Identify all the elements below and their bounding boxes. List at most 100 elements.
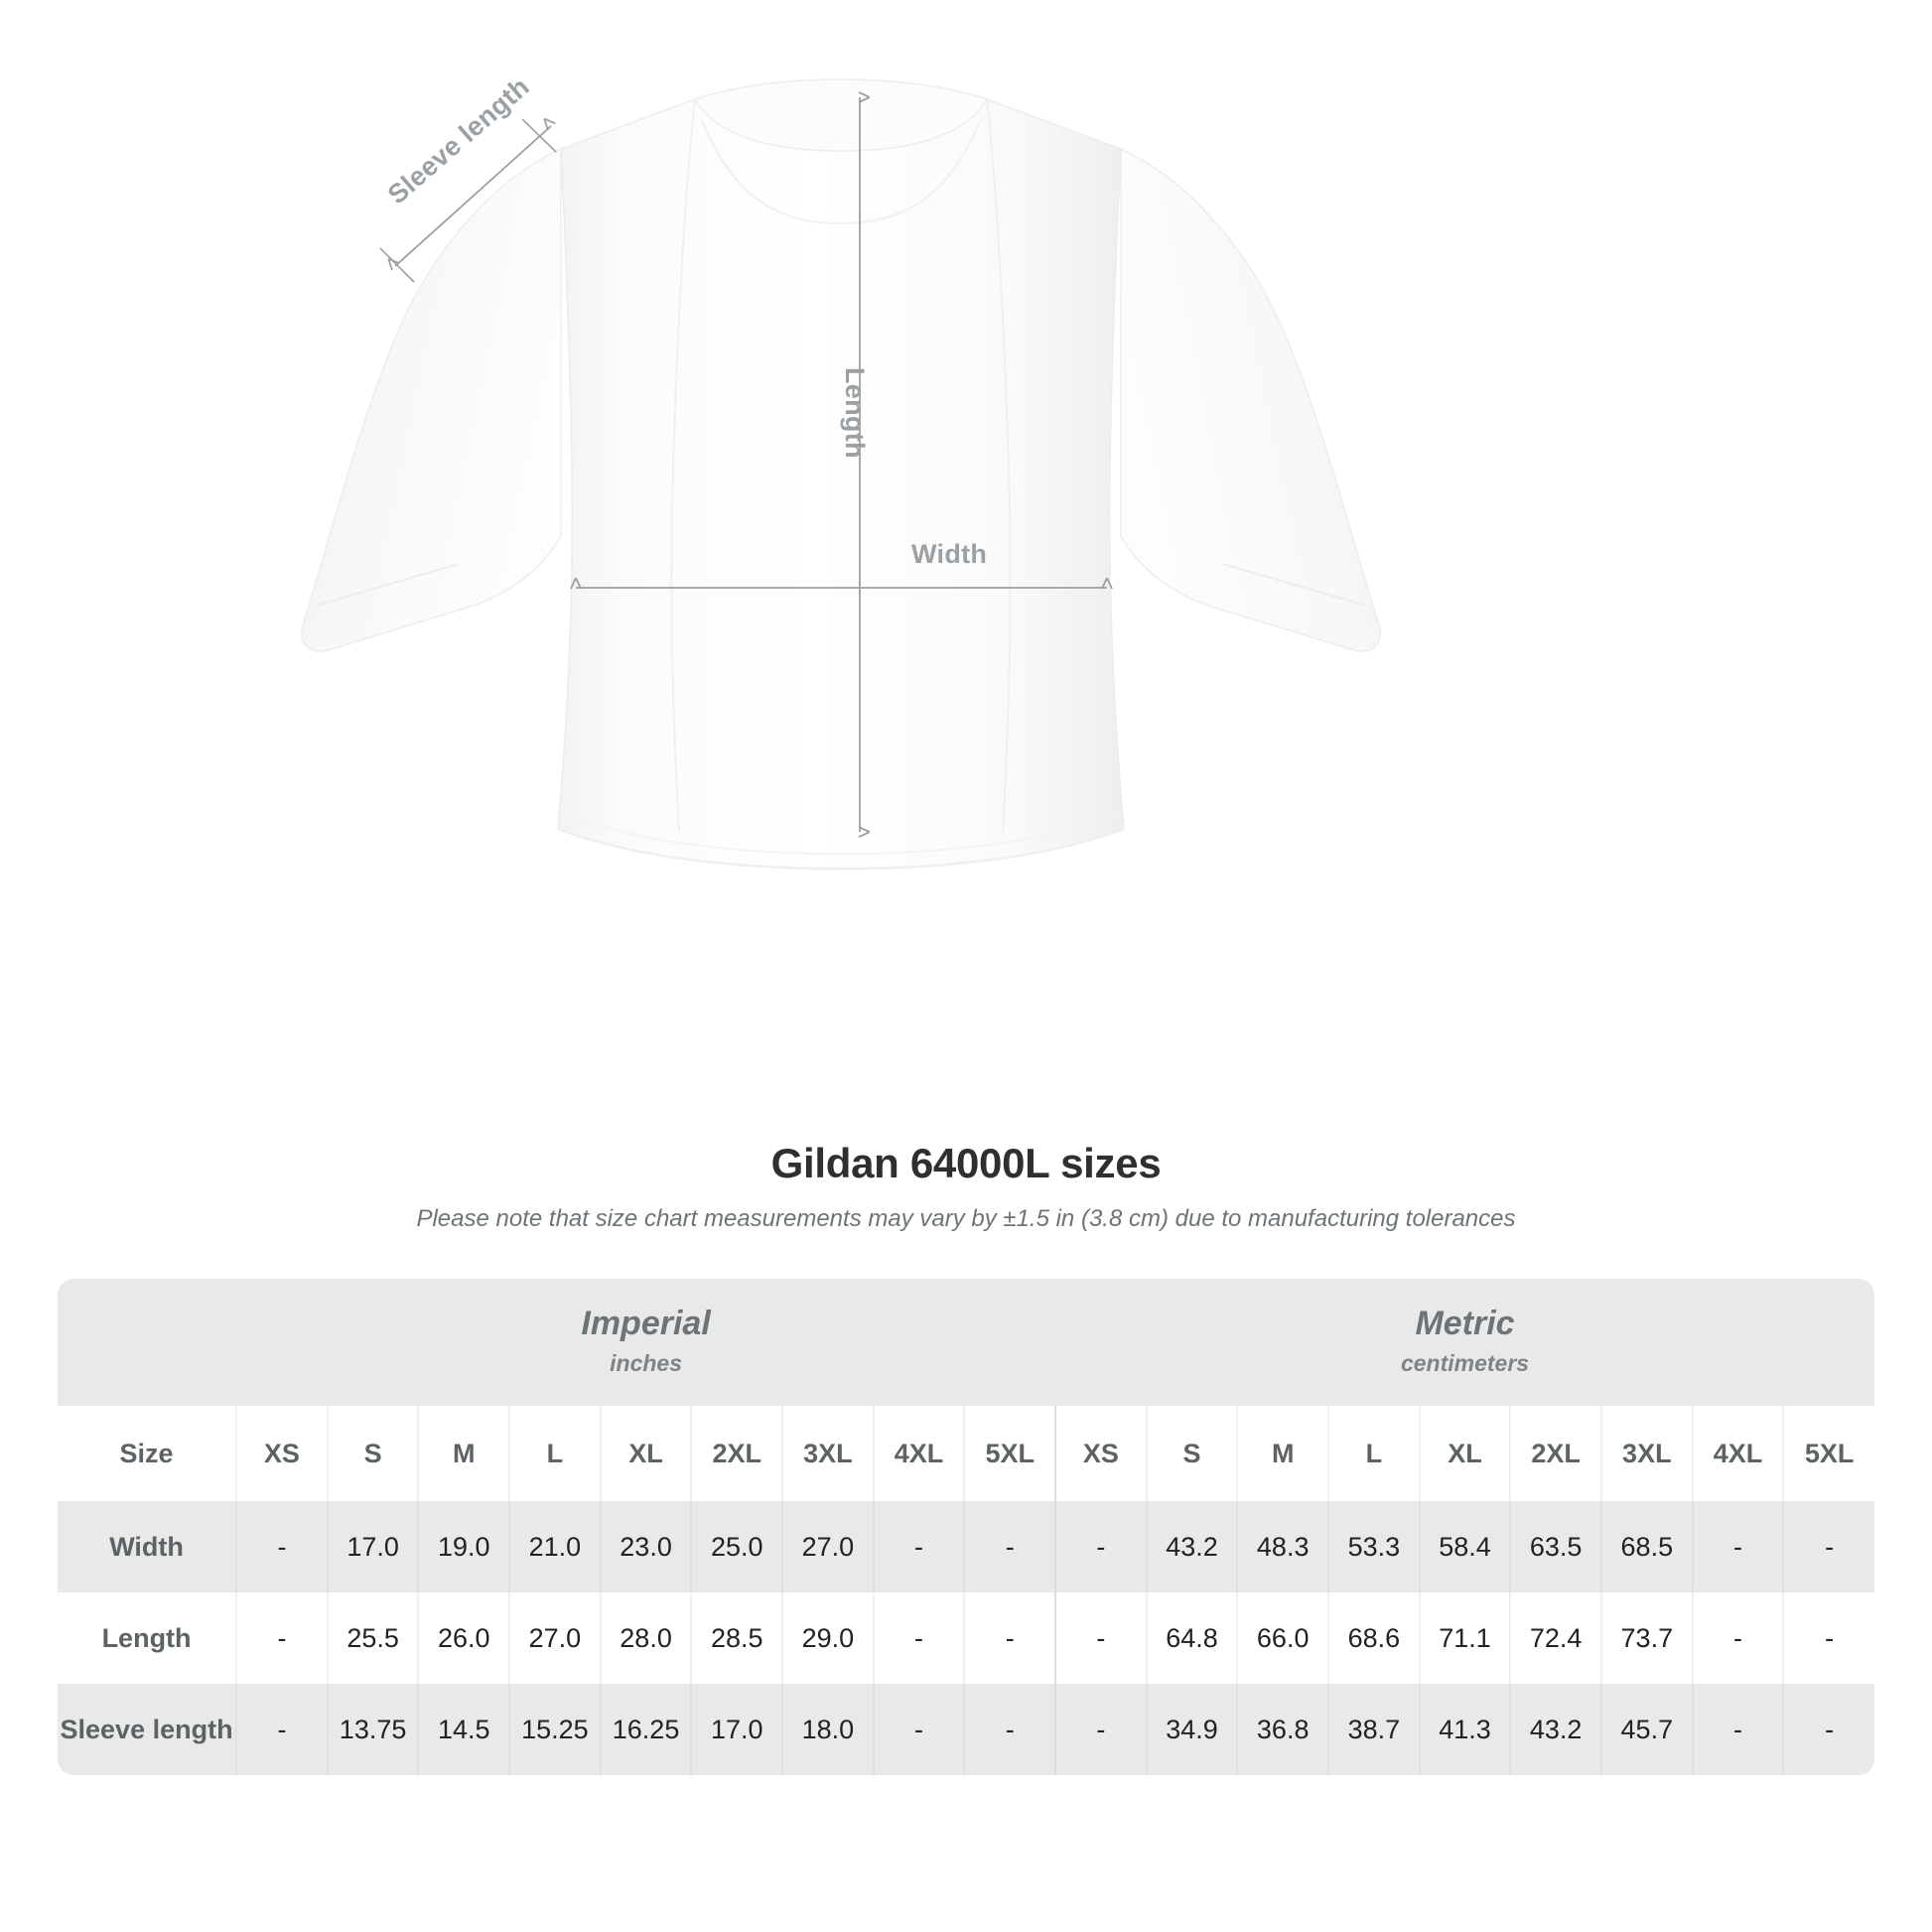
cell-width-metric-3xl: 68.5 [1599, 1501, 1693, 1592]
table-row: Length -25.5 26.0 27.0 28.0 28.5 29.0- - -64.8 66… [58, 1592, 1874, 1684]
size-header-metric-m: M [1236, 1406, 1329, 1501]
left-cuff [315, 563, 460, 607]
size-header-metric-xl: XL [1418, 1406, 1511, 1501]
size-header-metric-l: L [1327, 1406, 1420, 1501]
cell-width-imperial-xs: - [235, 1501, 328, 1592]
size-chart-table: Imperial inches Metric centimeters Size … [58, 1279, 1874, 1775]
cell-sleeve-length-metric-xs: - [1054, 1684, 1147, 1775]
tshirt-illustration [301, 78, 1381, 871]
size-header-imperial-4xl: 4XL [872, 1406, 965, 1501]
unit-group-spacer [58, 1279, 237, 1406]
cell-length-metric-xl: 71.1 [1418, 1592, 1511, 1684]
tshirt-diagram: Sleeve length Length Width [301, 71, 1381, 871]
cell-sleeve-length-metric-m: 36.8 [1236, 1684, 1329, 1775]
sleeve-tick-bottom [379, 247, 415, 283]
size-header-label: Size [58, 1406, 237, 1501]
size-header-imperial-2xl: 2XL [690, 1406, 783, 1501]
cell-width-imperial-3xl: 27.0 [781, 1501, 874, 1592]
row-label-length: Length [58, 1592, 237, 1684]
cell-sleeve-length-metric-3xl: 45.7 [1599, 1684, 1693, 1775]
cell-width-metric-xl: 58.4 [1418, 1501, 1511, 1592]
cell-width-imperial-2xl: 25.0 [690, 1501, 783, 1592]
cell-length-imperial-l: 27.0 [508, 1592, 601, 1684]
cell-sleeve-length-metric-xl: 41.3 [1418, 1684, 1511, 1775]
cell-length-imperial-xs: - [235, 1592, 328, 1684]
left-sleeve [301, 147, 562, 652]
size-header-imperial-s: S [326, 1406, 419, 1501]
neckline-inner [700, 120, 982, 225]
cell-width-metric-m: 48.3 [1236, 1501, 1329, 1592]
cell-sleeve-length-imperial-s: 13.75 [326, 1684, 419, 1775]
cell-width-imperial-l: 21.0 [508, 1501, 601, 1592]
table-row: Width -17.0 19.0 21.0 23.0 25.0 27.0- - -43.2 48.… [58, 1501, 1874, 1592]
size-header-imperial-5xl: 5XL [963, 1406, 1056, 1501]
cell-sleeve-length-imperial-l: 15.25 [508, 1684, 601, 1775]
width-label: Width [911, 539, 988, 569]
size-header-metric-5xl: 5XL [1782, 1406, 1874, 1501]
cell-length-imperial-m: 26.0 [417, 1592, 510, 1684]
row-label-sleeve-length: Sleeve length [58, 1684, 237, 1775]
cell-width-metric-2xl: 63.5 [1509, 1501, 1601, 1592]
sleeve-measure-line [395, 126, 551, 266]
sleeve-tick-top [521, 118, 557, 153]
cell-sleeve-length-imperial-xs: - [235, 1684, 328, 1775]
size-header-imperial-xs: XS [235, 1406, 328, 1501]
length-label: Length [840, 367, 870, 459]
size-header-metric-4xl: 4XL [1691, 1406, 1784, 1501]
unit-group-metric-unit: centimeters [1400, 1349, 1530, 1376]
unit-group-imperial-name: Imperial [581, 1305, 711, 1343]
page-subtitle: Please note that size chart measurements… [416, 1205, 1516, 1232]
cell-length-imperial-3xl: 29.0 [781, 1592, 874, 1684]
unit-group-metric-name: Metric [1415, 1305, 1515, 1343]
size-header-metric-xs: XS [1054, 1406, 1147, 1501]
cell-width-imperial-5xl: - [963, 1501, 1056, 1592]
size-header-imperial-l: L [508, 1406, 601, 1501]
cell-sleeve-length-metric-l: 38.7 [1327, 1684, 1420, 1775]
page-title: Gildan 64000L sizes [770, 1140, 1162, 1186]
size-header-metric-s: S [1145, 1406, 1238, 1501]
cell-width-metric-4xl: - [1691, 1501, 1784, 1592]
cell-sleeve-length-imperial-4xl: - [872, 1684, 965, 1775]
right-seam [986, 98, 1012, 833]
size-chart-table-wrapper: Imperial inches Metric centimeters Size … [58, 1279, 1874, 1775]
cell-width-imperial-s: 17.0 [326, 1501, 419, 1592]
collar [693, 78, 989, 152]
table-row: Sleeve length -13.75 14.5 15.25 16.25 17.0 18.… [58, 1684, 1874, 1775]
cell-length-metric-4xl: - [1691, 1592, 1784, 1684]
cell-width-metric-l: 53.3 [1327, 1501, 1420, 1592]
cell-sleeve-length-metric-s: 34.9 [1145, 1684, 1238, 1775]
cell-sleeve-length-imperial-m: 14.5 [417, 1684, 510, 1775]
right-sleeve [1120, 147, 1381, 652]
bottom-hem [557, 827, 1125, 871]
cell-sleeve-length-imperial-5xl: - [963, 1684, 1056, 1775]
row-label-width: Width [58, 1501, 237, 1592]
cell-length-imperial-5xl: - [963, 1592, 1056, 1684]
right-cuff [1222, 563, 1367, 607]
size-header-imperial-m: M [417, 1406, 510, 1501]
size-header-imperial-3xl: 3XL [781, 1406, 874, 1501]
left-seam [670, 98, 696, 833]
cell-sleeve-length-metric-4xl: - [1691, 1684, 1784, 1775]
cell-length-imperial-s: 25.5 [326, 1592, 419, 1684]
cell-length-metric-m: 66.0 [1236, 1592, 1329, 1684]
cell-width-metric-xs: - [1054, 1501, 1147, 1592]
cell-length-imperial-4xl: - [872, 1592, 965, 1684]
cell-sleeve-length-metric-2xl: 43.2 [1509, 1684, 1601, 1775]
chart-heading: Gildan 64000L sizes Please note that siz… [0, 1140, 1932, 1233]
cell-sleeve-length-metric-5xl: - [1782, 1684, 1874, 1775]
cell-width-metric-5xl: - [1782, 1501, 1874, 1592]
cell-width-imperial-4xl: - [872, 1501, 965, 1592]
cell-length-metric-l: 68.6 [1327, 1592, 1420, 1684]
shirt-body [557, 78, 1125, 870]
unit-group-row: Imperial inches Metric centimeters [58, 1279, 1874, 1406]
cell-length-metric-xs: - [1054, 1592, 1147, 1684]
cell-length-metric-s: 64.8 [1145, 1592, 1238, 1684]
size-header-row: Size XS S M L XL 2XL 3XL 4XL 5XL XS S M L XL 2XL 3XL 4XL… [58, 1406, 1874, 1501]
cell-sleeve-length-imperial-xl: 16.25 [599, 1684, 692, 1775]
hem-stitch [561, 813, 1121, 856]
cell-width-metric-s: 43.2 [1145, 1501, 1238, 1592]
size-header-imperial-xl: XL [599, 1406, 692, 1501]
cell-width-imperial-m: 19.0 [417, 1501, 510, 1592]
cell-sleeve-length-imperial-2xl: 17.0 [690, 1684, 783, 1775]
cell-length-metric-2xl: 72.4 [1509, 1592, 1601, 1684]
